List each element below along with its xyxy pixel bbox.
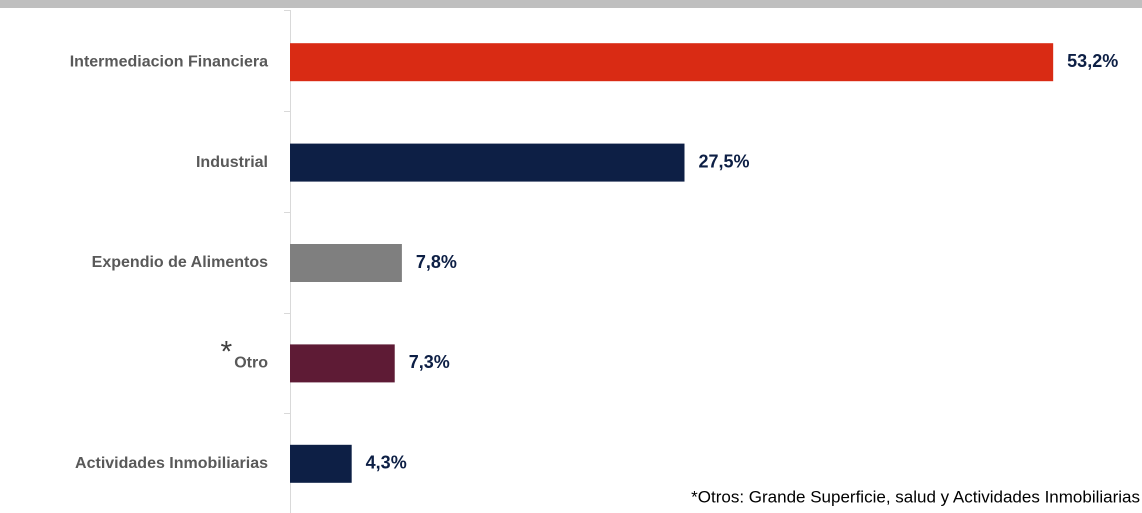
category-label: Actividades Inmobiliarias <box>75 455 268 472</box>
bar <box>290 244 402 282</box>
value-label: 53,2% <box>1067 51 1118 71</box>
bar <box>290 444 352 483</box>
category-marker: * <box>221 335 233 368</box>
value-label: 27,5% <box>699 151 750 171</box>
value-label: 7,8% <box>416 252 457 272</box>
top-band <box>0 0 1142 8</box>
category-label: Intermediacion Financiera <box>70 53 268 70</box>
category-label: Expendio de Alimentos <box>92 254 268 271</box>
category-label: Industrial <box>196 154 268 171</box>
value-label: 4,3% <box>366 453 407 473</box>
category-label: Otro <box>234 355 268 372</box>
bar <box>290 43 1054 82</box>
value-label: 7,3% <box>409 352 450 372</box>
bar <box>290 344 395 383</box>
bar <box>290 143 685 182</box>
footnote: *Otros: Grande Superficie, salud y Activ… <box>691 487 1140 506</box>
axis <box>284 10 291 513</box>
